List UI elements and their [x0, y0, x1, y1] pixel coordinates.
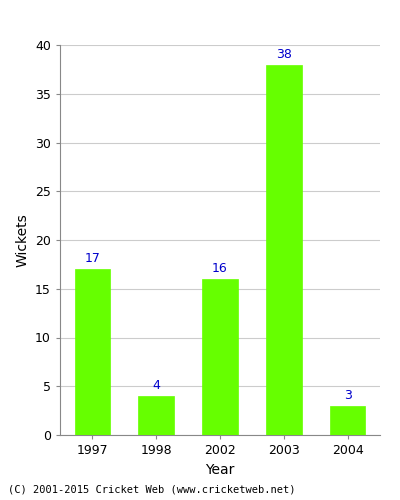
Bar: [202, 279, 238, 435]
Bar: [138, 396, 174, 435]
Bar: [330, 406, 366, 435]
Y-axis label: Wickets: Wickets: [16, 213, 30, 267]
Text: 38: 38: [276, 48, 292, 60]
X-axis label: Year: Year: [205, 462, 235, 476]
Bar: [74, 269, 110, 435]
Bar: [266, 64, 302, 435]
Text: 17: 17: [84, 252, 100, 266]
Text: 4: 4: [152, 379, 160, 392]
Text: (C) 2001-2015 Cricket Web (www.cricketweb.net): (C) 2001-2015 Cricket Web (www.cricketwe…: [8, 485, 296, 495]
Text: 3: 3: [344, 389, 352, 402]
Text: 16: 16: [212, 262, 228, 275]
